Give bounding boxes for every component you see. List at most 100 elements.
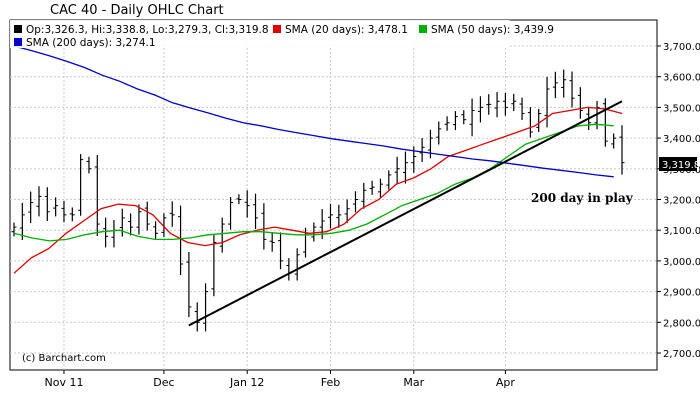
x-tick-label: Dec xyxy=(153,376,174,389)
legend-background xyxy=(10,20,510,48)
ohlc-bar xyxy=(86,156,92,174)
ohlc-bar xyxy=(261,203,267,250)
annotation-200-day: 200 day in play xyxy=(531,191,634,205)
x-axis-ticks: Nov 11 Dec Jan 12 Feb Mar Apr xyxy=(44,370,515,389)
legend-swatch-sma200 xyxy=(14,38,22,46)
ohlc-bar xyxy=(444,116,450,131)
y-tick-label: 3,000.0 xyxy=(663,257,700,268)
legend: Op:3,326.3, Hi:3,338.8, Lo:3,279.3, Cl:3… xyxy=(10,20,554,49)
last-price-background xyxy=(659,157,697,171)
ohlc-bar xyxy=(61,201,67,223)
series-line-sma200 xyxy=(13,45,614,178)
ohlc-bar xyxy=(552,71,558,99)
ohlc-bar xyxy=(536,108,542,132)
ohlc-bar xyxy=(19,202,25,241)
ohlc-bar xyxy=(436,121,442,145)
ohlc-bar xyxy=(211,235,217,297)
ohlc-bar xyxy=(28,191,34,224)
legend-swatch-sma20 xyxy=(273,25,281,33)
legend-swatch-sma50 xyxy=(419,25,427,33)
ohlc-bar xyxy=(36,186,42,217)
ohlc-bar xyxy=(386,170,392,190)
ohlc-bar xyxy=(244,190,250,218)
ohlc-bar xyxy=(511,93,517,112)
ohlc-bar xyxy=(161,213,167,237)
ohlc-bar xyxy=(469,98,475,137)
y-tick-label: 3,600.0 xyxy=(663,73,700,84)
ohlc-bar xyxy=(169,201,175,227)
legend-sma50-text: SMA (50 days): 3,439.9 xyxy=(431,24,554,36)
x-tick-label: Apr xyxy=(496,376,516,389)
ohlc-bar xyxy=(461,110,467,125)
ohlc-bar xyxy=(352,191,358,213)
ohlc-bar xyxy=(419,138,425,163)
ohlc-bar xyxy=(69,207,75,222)
ohlc-bar xyxy=(44,187,50,221)
ohlc-bar xyxy=(327,203,333,229)
y-tick-label: 2,900.0 xyxy=(663,288,700,299)
legend-sma20-text: SMA (20 days): 3,478.1 xyxy=(285,24,408,36)
ohlc-bar xyxy=(369,180,375,195)
ohlc-bar xyxy=(361,182,367,209)
ohlc-bar xyxy=(486,94,492,115)
ohlc-bar xyxy=(494,92,500,118)
x-tick-label: Feb xyxy=(321,376,340,389)
ohlc-bar xyxy=(336,204,342,228)
ohlc-bar xyxy=(194,302,200,332)
series-line-sma50 xyxy=(13,123,614,242)
chart-title: CAC 40 - Daily OHLC Chart xyxy=(50,3,224,18)
last-price-label: 3,319.8 xyxy=(662,160,700,171)
last-price-marker: 3,319.8 xyxy=(659,157,700,171)
y-tick-label: 3,700.0 xyxy=(663,42,700,53)
ohlc-bar xyxy=(502,92,508,116)
ohlc-bar xyxy=(53,197,59,217)
ohlc-bar xyxy=(377,178,383,198)
ohlc-bar xyxy=(78,154,84,216)
ohlc-bar xyxy=(253,193,259,229)
ohlc-bar xyxy=(269,232,275,252)
ohlc-bar xyxy=(103,217,109,248)
ohlc-bar xyxy=(128,213,134,236)
y-tick-label: 3,400.0 xyxy=(663,134,700,145)
ohlc-bar xyxy=(178,205,184,276)
ohlc-bar xyxy=(611,133,617,149)
ohlc-bar xyxy=(219,217,225,253)
ohlc-bar xyxy=(153,221,159,239)
series-lines xyxy=(13,45,623,327)
plot-frame xyxy=(9,19,658,371)
y-tick-label: 2,700.0 xyxy=(663,349,700,360)
trend-line xyxy=(188,100,623,327)
ohlc-bar xyxy=(561,69,567,98)
ohlc-bar xyxy=(203,283,209,332)
ohlc-bar xyxy=(577,87,583,119)
legend-ohlc-text: Op:3,326.3, Hi:3,338.8, Lo:3,279.3, Cl:3… xyxy=(26,24,269,36)
ohlc-bar xyxy=(94,154,100,237)
ohlc-bar xyxy=(452,111,458,131)
ohlc-bar xyxy=(344,199,350,224)
ohlc-bar xyxy=(311,222,317,242)
ohlc-bar xyxy=(278,232,284,270)
ohlc-bar xyxy=(11,222,17,237)
ohlc-bar xyxy=(477,96,483,123)
ohlc-bar xyxy=(228,197,234,230)
ohlc-bar xyxy=(519,97,525,120)
x-tick-label: Nov 11 xyxy=(44,376,83,389)
legend-swatch-ohlc xyxy=(14,25,22,33)
x-tick-label: Jan 12 xyxy=(229,376,264,389)
ohlc-bar xyxy=(527,107,533,138)
ohlc-bar xyxy=(119,208,125,237)
ohlc-bar xyxy=(136,204,142,235)
ohlc-bar xyxy=(294,248,300,281)
barchart-credit: (c) Barchart.com xyxy=(22,353,106,364)
ohlc-bar xyxy=(402,151,408,184)
series-line-sma20 xyxy=(13,106,623,274)
legend-sma200-text: SMA (200 days): 3,274.1 xyxy=(26,37,156,49)
y-axis-ticks: 3,700.03,600.03,500.03,400.03,300.03,200… xyxy=(657,42,700,360)
y-tick-label: 3,500.0 xyxy=(663,103,700,114)
y-tick-label: 2,800.0 xyxy=(663,318,700,329)
ohlc-bar xyxy=(544,77,550,128)
ohlc-bar xyxy=(569,71,575,108)
ohlc-bar xyxy=(394,156,400,185)
